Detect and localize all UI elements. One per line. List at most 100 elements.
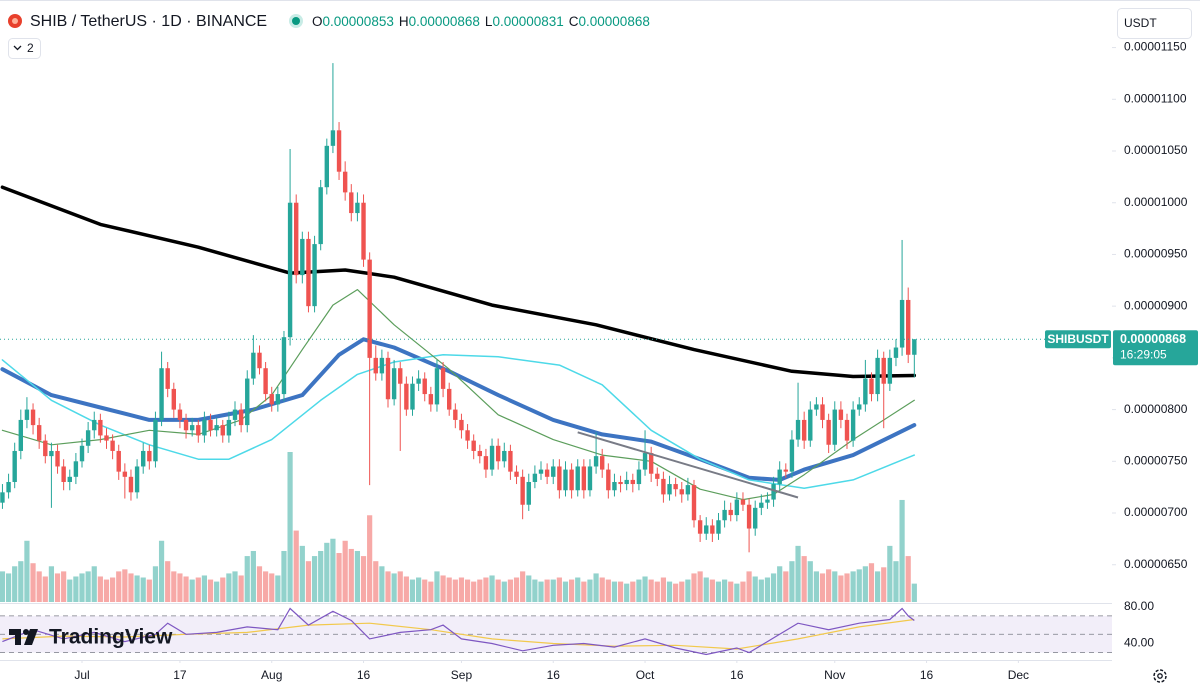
- ticker-label: SHIBUSDT: [1047, 332, 1109, 346]
- volume-bar: [746, 571, 752, 602]
- y-tick-label: 0.00000650: [1124, 557, 1188, 571]
- volume-bar: [899, 499, 905, 602]
- candle-body: [416, 378, 421, 384]
- candle-body: [557, 466, 562, 491]
- moving-average: [0, 185, 917, 379]
- candle-body: [220, 425, 225, 436]
- watermark-text: TradingView: [49, 626, 173, 649]
- candle-body: [202, 419, 207, 436]
- volume-bar: [336, 553, 342, 602]
- plot-area: [0, 63, 1112, 656]
- candle-body: [679, 489, 684, 495]
- candle-body: [606, 469, 611, 491]
- volume-bar: [24, 540, 30, 602]
- indicators-toggle[interactable]: 2: [8, 38, 41, 59]
- candle-body: [710, 525, 715, 534]
- candle-body: [367, 259, 372, 358]
- volume-bar: [207, 579, 214, 602]
- volume-bar: [244, 556, 250, 602]
- volume-bar: [183, 576, 189, 602]
- candle-body: [79, 445, 85, 462]
- volume-bar: [152, 566, 159, 602]
- candle-body: [624, 479, 629, 485]
- volume-bar: [293, 530, 299, 602]
- y-tick-label: 0.00001150: [1124, 40, 1187, 54]
- candle-body: [385, 357, 391, 400]
- candle-body: [73, 461, 79, 477]
- candle-body: [165, 368, 170, 389]
- volume-bar: [311, 556, 318, 602]
- candle-body: [49, 450, 54, 457]
- rsi-line: [2, 607, 915, 656]
- candle-body: [667, 484, 672, 495]
- volume-bar: [862, 566, 868, 602]
- volume-bar: [875, 571, 881, 602]
- candle-body: [673, 484, 678, 490]
- ohlc-label: O: [312, 14, 323, 29]
- candle-body: [251, 352, 256, 379]
- volume-bar: [324, 542, 330, 602]
- logo-mark: [23, 629, 29, 635]
- indicators-box[interactable]: [8, 38, 41, 59]
- volume-bar: [299, 545, 305, 602]
- candle-body: [92, 419, 97, 431]
- settings-button[interactable]: [1153, 669, 1167, 683]
- ohlc-value: 0.00000853: [323, 14, 394, 29]
- volume-bar: [263, 571, 269, 602]
- candle-body: [391, 368, 397, 400]
- candle-body: [312, 244, 317, 307]
- candle-body: [330, 130, 336, 146]
- volume-bar: [287, 452, 293, 602]
- volume-bar: [832, 571, 838, 602]
- candle-body: [587, 466, 593, 491]
- gear[interactable]: [1153, 669, 1167, 683]
- currency-select[interactable]: USDT: [1117, 8, 1192, 39]
- volume-bar: [318, 550, 324, 602]
- volume-bar: [801, 556, 807, 602]
- candle-body: [98, 419, 103, 436]
- moving-average: [0, 337, 917, 482]
- volume-bar: [513, 577, 520, 602]
- candle-body: [281, 337, 287, 395]
- candle-body: [826, 419, 831, 445]
- candle-body: [765, 499, 770, 503]
- candle-body: [67, 476, 72, 482]
- candle-body: [318, 187, 323, 245]
- volume-bar: [544, 579, 550, 602]
- volume-bar: [575, 577, 581, 602]
- volume-bar: [850, 571, 856, 602]
- candle-body: [814, 404, 819, 410]
- rsi-ma-line: [2, 618, 915, 650]
- candle-body: [257, 352, 262, 369]
- price-tag-label: 0.00000868: [1120, 332, 1186, 346]
- volume-bar: [887, 545, 893, 602]
- candle-body: [214, 425, 219, 431]
- volume-bar: [440, 575, 446, 602]
- candle-body: [777, 469, 782, 485]
- candle-body: [355, 202, 360, 214]
- gear-hub: [1157, 673, 1163, 679]
- candle-body: [526, 481, 531, 505]
- candle-body: [642, 453, 648, 470]
- currency-box[interactable]: [1117, 8, 1192, 39]
- candle-body: [183, 419, 189, 431]
- volume-bar: [134, 575, 140, 602]
- volume-bar: [569, 579, 575, 602]
- candle-body: [134, 466, 140, 493]
- volume-bar: [403, 576, 409, 602]
- candle-body: [575, 466, 580, 491]
- volume-bar: [5, 573, 12, 602]
- volume-bar: [171, 571, 177, 602]
- x-tick-label: 16: [730, 668, 744, 682]
- candle-body: [147, 450, 152, 462]
- ohlc-legend: O0.00000853 H0.00000868 L0.00000831 C0.0000…: [312, 14, 650, 29]
- candle-body: [238, 409, 244, 426]
- volume-bar: [0, 571, 6, 602]
- candle-body: [783, 469, 789, 472]
- candle-body: [636, 469, 642, 485]
- volume-bar: [269, 573, 275, 602]
- volume-bar: [385, 571, 391, 602]
- volume-bar: [819, 573, 826, 602]
- candle-body: [36, 425, 42, 441]
